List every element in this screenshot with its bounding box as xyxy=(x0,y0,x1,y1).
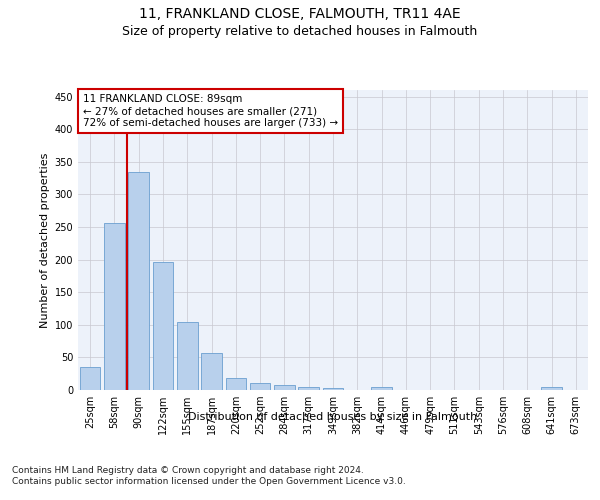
Bar xyxy=(541,386,562,390)
Text: Size of property relative to detached houses in Falmouth: Size of property relative to detached ho… xyxy=(122,25,478,38)
Bar xyxy=(177,322,197,390)
Bar xyxy=(371,386,392,390)
Text: Contains HM Land Registry data © Crown copyright and database right 2024.: Contains HM Land Registry data © Crown c… xyxy=(12,466,364,475)
Bar xyxy=(104,223,125,390)
Text: Distribution of detached houses by size in Falmouth: Distribution of detached houses by size … xyxy=(188,412,478,422)
Bar xyxy=(128,172,149,390)
Bar xyxy=(152,262,173,390)
Bar xyxy=(250,384,271,390)
Y-axis label: Number of detached properties: Number of detached properties xyxy=(40,152,50,328)
Bar xyxy=(201,353,222,390)
Text: 11 FRANKLAND CLOSE: 89sqm
← 27% of detached houses are smaller (271)
72% of semi: 11 FRANKLAND CLOSE: 89sqm ← 27% of detac… xyxy=(83,94,338,128)
Bar xyxy=(274,386,295,390)
Bar xyxy=(298,386,319,390)
Bar xyxy=(323,388,343,390)
Bar xyxy=(80,367,100,390)
Text: Contains public sector information licensed under the Open Government Licence v3: Contains public sector information licen… xyxy=(12,478,406,486)
Bar xyxy=(226,378,246,390)
Text: 11, FRANKLAND CLOSE, FALMOUTH, TR11 4AE: 11, FRANKLAND CLOSE, FALMOUTH, TR11 4AE xyxy=(139,8,461,22)
